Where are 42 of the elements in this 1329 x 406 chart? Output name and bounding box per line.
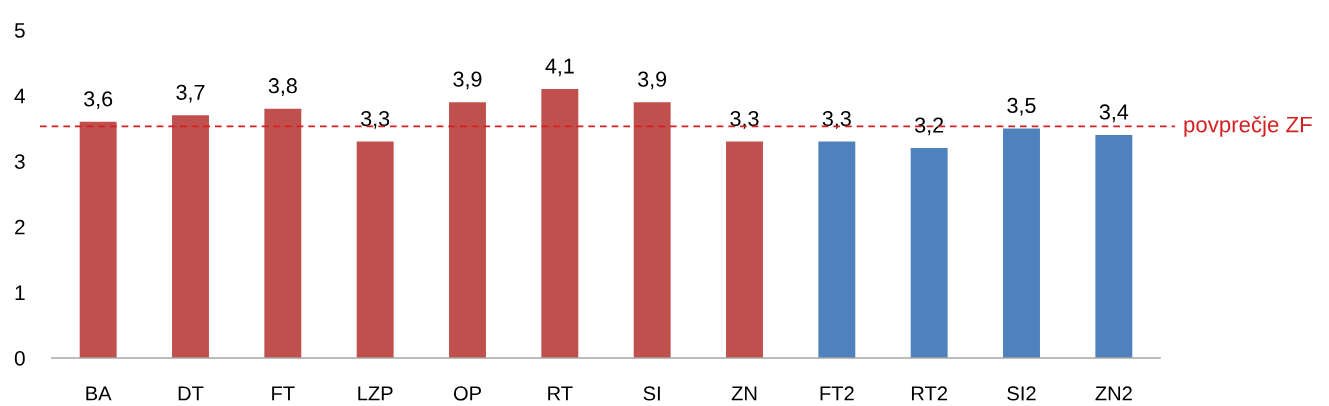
x-tick-label: RT2 [911, 386, 947, 401]
y-tick-label: 5 [14, 23, 25, 38]
x-tick-label: SI [643, 386, 660, 401]
x-tick-label: FT2 [820, 386, 854, 401]
data-label: 3,9 [453, 71, 482, 90]
bar [633, 102, 671, 358]
bar [1003, 128, 1040, 358]
bar [449, 102, 486, 358]
bar [910, 148, 948, 358]
x-tick-label: ZN [731, 386, 757, 401]
x-tick-label: SI2 [1007, 386, 1036, 401]
data-label: 3,9 [638, 71, 667, 90]
y-tick-label: 3 [14, 154, 25, 169]
x-tick-label: BA [86, 386, 112, 401]
y-tick-label: 1 [15, 285, 25, 300]
y-tick-label: 2 [15, 219, 25, 235]
data-label: 3,8 [268, 78, 297, 96]
bar [172, 115, 209, 358]
y-tick-label: 0 [14, 351, 25, 366]
bar [726, 141, 763, 358]
data-label: 3,6 [84, 91, 113, 110]
x-tick-label: OP [453, 386, 481, 401]
data-label: 4,1 [545, 58, 574, 77]
data-label: 3,3 [361, 110, 390, 129]
bar [1095, 134, 1133, 358]
x-tick-label: LZP [358, 386, 393, 401]
x-tick-label: RT [548, 386, 573, 401]
x-tick-label: DT [178, 386, 204, 401]
bar [356, 141, 394, 358]
data-label: 3,7 [176, 84, 205, 103]
data-label: 3,4 [1099, 104, 1129, 123]
ref-line-label: povprečje ZF [1184, 116, 1312, 137]
data-label: 3,3 [730, 110, 759, 129]
bar [541, 89, 579, 358]
bar [264, 108, 302, 358]
bar [79, 121, 117, 358]
data-label: 3,5 [1007, 97, 1036, 116]
x-tick-label: FT [272, 386, 295, 401]
data-label: 3,3 [822, 110, 851, 129]
y-tick-label: 4 [14, 88, 25, 104]
x-tick-label: ZN2 [1095, 386, 1132, 401]
bar [818, 141, 856, 358]
